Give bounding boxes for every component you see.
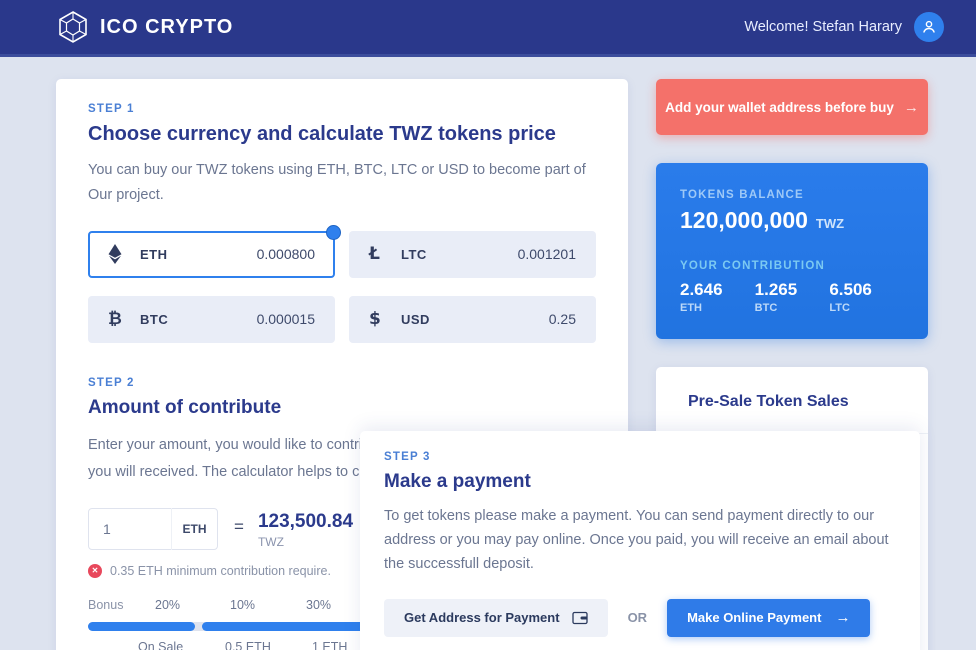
minimum-contribution-error: ✕ 0.35 ETH minimum contribution require. [88,563,596,578]
token-calculator: 1 ETH = 123,500.84 TWZ [88,507,596,550]
online-payment-label: Make Online Payment [687,610,822,626]
bitcoin-icon: ₿ [108,309,122,330]
make-payment-card: STEP 3 Make a payment To get tokens plea… [360,431,920,650]
currency-rate: 0.001201 [517,246,576,263]
bonus-bar-segment-2 [202,621,380,631]
buy-tokens-card: STEP 1 Choose currency and calculate TWZ… [56,79,628,650]
step2-description-line1: Enter your amount, you would like to con… [88,436,379,453]
get-address-button[interactable]: Get Address for Payment [384,598,608,637]
bonus-tier-2: 10% [230,597,256,612]
contribution-btc: 1.265 BTC [754,280,798,314]
brand-logo[interactable]: ICO CRYPTO [56,10,233,44]
contribution-ltc: 6.506 LTC [829,280,872,314]
currency-option-btc[interactable]: ₿ BTC 0.000015 [88,295,335,343]
contribution-values: 2.646 ETH 1.265 BTC 6.506 LTC [680,280,904,314]
contribution-eth: 2.646 ETH [680,280,723,314]
brand-name: ICO CRYPTO [100,15,234,38]
get-address-label: Get Address for Payment [404,610,560,626]
currency-options: ETH 0.000800 Ł LTC 0.001201 ₿ BTC 0.0000… [88,224,596,343]
alert-button-label: Add your wallet address before buy [665,99,894,115]
tokens-balance-card: TOKENS BALANCE 120,000,000 TWZ YOUR CONT… [656,163,928,339]
step3-description: To get tokens please make a payment. You… [384,508,889,572]
presale-title: Pre-Sale Token Sales [656,367,928,434]
arrow-right-icon: → [903,98,919,116]
arrow-right-icon: → [835,609,851,627]
litecoin-icon: Ł [369,244,380,265]
user-icon [921,19,937,35]
wallet-icon [571,611,588,625]
bonus-bar-segment-1 [88,621,195,631]
step1-description: You can buy our TWZ tokens using ETH, BT… [88,162,586,204]
currency-option-eth[interactable]: ETH 0.000800 [88,224,341,278]
token-result-unit: TWZ [257,534,284,549]
equals-sign: = [234,516,244,536]
ethereum-icon [108,244,130,265]
step1-title: Choose currency and calculate TWZ tokens… [88,123,556,145]
step2-label: STEP 2 [88,376,135,389]
dollar-icon: $ [369,309,381,330]
currency-option-usd[interactable]: $ USD 0.25 [349,295,596,343]
or-separator: OR [627,610,648,626]
bonus-milestone-3: 1 ETH [312,639,348,650]
currency-code: LTC [401,246,427,262]
add-wallet-address-button[interactable]: Add your wallet address before buy → [656,79,928,135]
bonus-milestone-1: On Sale [138,639,184,650]
error-message: 0.35 ETH minimum contribution require. [110,563,331,578]
currency-rate: 0.000800 [256,246,315,263]
make-online-payment-button[interactable]: Make Online Payment → [667,598,871,637]
step1-label: STEP 1 [88,103,135,115]
currency-code: ETH [140,246,168,262]
tokens-balance-value: 120,000,000 [680,207,808,233]
bonus-label: Bonus [88,597,124,612]
tokens-balance-label: TOKENS BALANCE [680,189,804,201]
error-icon: ✕ [88,563,102,578]
hexagon-logo-icon [56,10,90,44]
currency-rate: 0.25 [548,311,576,328]
currency-option-ltc[interactable]: Ł LTC 0.001201 [349,230,596,278]
your-contribution-label: YOUR CONTRIBUTION [680,260,825,272]
currency-code: USD [401,311,430,327]
amount-value: 1 [103,520,111,537]
step2-title: Amount of contribute [88,396,282,418]
currency-rate: 0.000015 [256,311,315,328]
bonus-tier-1: 20% [155,597,181,612]
bonus-milestone-2: 0.5 ETH [225,639,271,650]
bonus-tier-3: 30% [306,597,332,612]
user-avatar[interactable] [914,12,944,42]
currency-code: BTC [140,311,169,327]
welcome-text: Welcome! Stefan Harary [744,19,902,35]
step3-title: Make a payment [384,471,531,492]
step2-description-line2: you will received. The calculator helps … [88,464,376,481]
amount-unit: ETH [171,507,217,550]
tokens-balance-unit: TWZ [815,216,845,231]
amount-input[interactable]: 1 ETH [88,507,218,550]
bonus-progress: Bonus 20% 10% 30% On Sale 0.5 ETH 1 ETH [88,598,380,650]
token-result-value: 123,500.84 [257,510,354,532]
step3-label: STEP 3 [384,451,431,463]
navbar: ICO CRYPTO Welcome! Stefan Harary [0,0,976,57]
